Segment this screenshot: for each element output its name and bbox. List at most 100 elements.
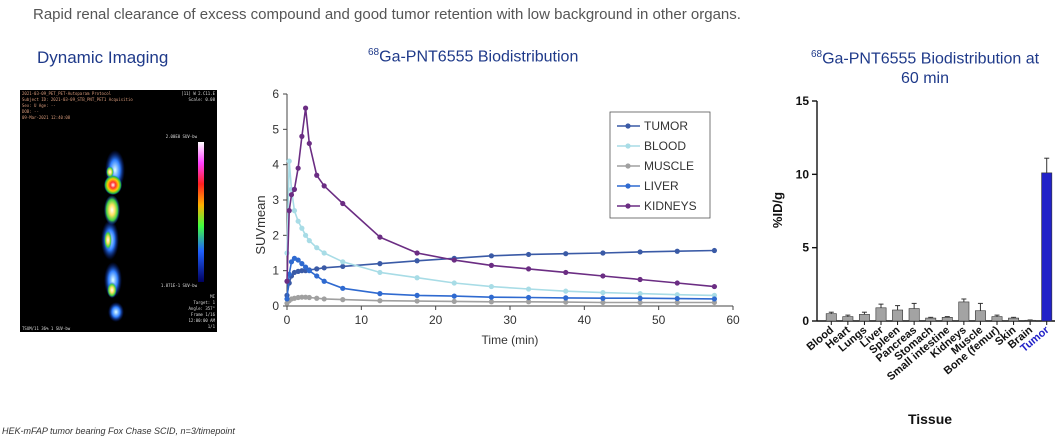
data-point-liver — [711, 296, 718, 302]
data-point-kidneys — [674, 280, 680, 286]
pet-header-line: 09-Mar-2021 12:40:08 — [22, 115, 71, 120]
data-point-kidneys — [451, 257, 457, 263]
data-point-blood — [451, 280, 457, 286]
data-point-kidneys — [525, 266, 532, 272]
data-point-kidneys — [563, 269, 569, 276]
bar-small-intestine — [941, 317, 953, 322]
data-point-kidneys — [286, 208, 292, 214]
line-chart-y-tick-label: 5 — [272, 122, 279, 136]
pet-info: 1/1 — [207, 324, 215, 329]
data-point-kidneys — [340, 200, 346, 207]
line-chart-x-tick-label: 20 — [429, 313, 443, 327]
data-point-muscle — [414, 298, 420, 304]
bar-chart-x-label: Tissue — [908, 411, 952, 427]
data-point-kidneys — [321, 183, 327, 189]
bar-pancreas — [908, 308, 920, 322]
bar-liver — [875, 307, 887, 322]
line-chart-x-label: Time (min) — [482, 333, 539, 347]
data-point-liver — [314, 273, 320, 279]
pet-info: Frame 1/16 — [190, 312, 215, 317]
data-point-blood — [284, 250, 290, 256]
line-chart-x-tick-label: 30 — [503, 313, 517, 327]
line-chart-x-tick-label: 40 — [578, 313, 592, 327]
series-line-tumor — [286, 249, 715, 296]
data-point-kidneys — [284, 278, 290, 284]
data-point-blood — [674, 292, 680, 298]
data-point-blood — [286, 158, 292, 164]
pet-header-line: 2021-03-09_PET_PET-Autoparam Protocol — [22, 91, 112, 96]
data-point-blood — [637, 291, 643, 297]
bar-chart-title: 68Ga-PNT6555 Biodistribution at 60 min — [790, 45, 1060, 89]
pet-info: Target: 1 — [193, 300, 215, 305]
data-point-blood — [299, 225, 305, 231]
bar-chart-y-tick-label: 15 — [796, 94, 810, 108]
line-chart-y-tick-label: 4 — [272, 158, 279, 172]
bar-bone-femur- — [991, 316, 1003, 322]
isotope-superscript: 68 — [810, 49, 823, 60]
legend-swatch-marker — [625, 123, 631, 129]
pet-scan-image: 2021-03-09_PET_PET-Autoparam Protocol Su… — [20, 90, 217, 332]
line-chart-x-tick-label: 10 — [355, 313, 369, 327]
data-point-blood — [488, 283, 495, 290]
line-chart-title-text: Ga-PNT6555 Biodistribution — [379, 48, 579, 66]
data-point-blood — [306, 238, 312, 244]
bar-tumor — [1041, 172, 1053, 322]
data-point-tumor — [314, 266, 320, 272]
data-point-blood — [525, 286, 532, 292]
pet-header-line: Sex: U Age: -- — [22, 103, 56, 108]
data-point-muscle — [321, 296, 327, 302]
bar-blood — [825, 313, 837, 322]
data-point-tumor — [299, 268, 305, 274]
data-point-kidneys — [600, 273, 606, 279]
data-point-blood — [302, 232, 309, 238]
data-point-tumor — [711, 247, 718, 254]
data-point-tumor — [600, 250, 606, 256]
data-point-kidneys — [377, 234, 383, 240]
pet-hotspots — [101, 142, 204, 322]
data-point-tumor — [340, 263, 346, 270]
isotope-superscript: 68 — [368, 47, 380, 58]
line-chart-title: 68Ga-PNT6555 Biodistribution — [368, 47, 578, 66]
data-point-kidneys — [711, 283, 718, 290]
data-point-tumor — [525, 251, 532, 258]
data-point-liver — [340, 285, 346, 291]
data-point-kidneys — [306, 140, 312, 147]
pet-info: 12:00:00 AM — [188, 318, 216, 323]
data-point-liver — [637, 295, 643, 301]
data-point-muscle — [314, 295, 320, 301]
line-chart-x-tick-label: 0 — [284, 313, 291, 327]
data-point-muscle — [674, 299, 680, 306]
data-point-blood — [377, 269, 383, 276]
data-point-tumor — [377, 261, 383, 267]
footnote: HEK-mFAP tumor bearing Fox Chase SCID, n… — [2, 426, 235, 436]
bar-chart-y-tick-label: 5 — [802, 241, 809, 255]
data-point-liver — [284, 296, 290, 302]
data-point-blood — [321, 250, 327, 256]
data-point-muscle — [340, 297, 346, 303]
data-point-tumor — [637, 249, 643, 255]
data-point-liver — [451, 293, 457, 299]
data-point-liver — [299, 261, 305, 267]
data-point-muscle — [299, 294, 305, 300]
bar-chart-y-tick-label: 0 — [802, 314, 809, 328]
bar-skin — [1008, 317, 1020, 322]
line-chart-x-tick-label: 60 — [726, 313, 740, 327]
data-point-kidneys — [488, 262, 495, 268]
legend-label: TUMOR — [644, 119, 688, 133]
line-chart-x-tick-label: 50 — [652, 313, 666, 327]
data-point-liver — [674, 295, 680, 302]
bar-kidneys — [958, 301, 970, 322]
data-point-tumor — [563, 251, 569, 257]
data-point-muscle — [306, 294, 312, 301]
pet-info: MI — [210, 294, 215, 299]
data-point-liver — [414, 292, 420, 298]
bar-spleen — [892, 309, 904, 322]
pet-header-line: DOB: -- — [22, 109, 39, 114]
legend-label: MUSCLE — [644, 159, 694, 173]
data-point-tumor — [674, 248, 680, 254]
data-point-tumor — [414, 258, 420, 264]
data-point-liver — [563, 295, 569, 301]
bar-chart-title-line2: 60 min — [900, 70, 950, 88]
pet-info: Angle: 357° — [188, 306, 216, 311]
data-point-blood — [414, 275, 420, 281]
